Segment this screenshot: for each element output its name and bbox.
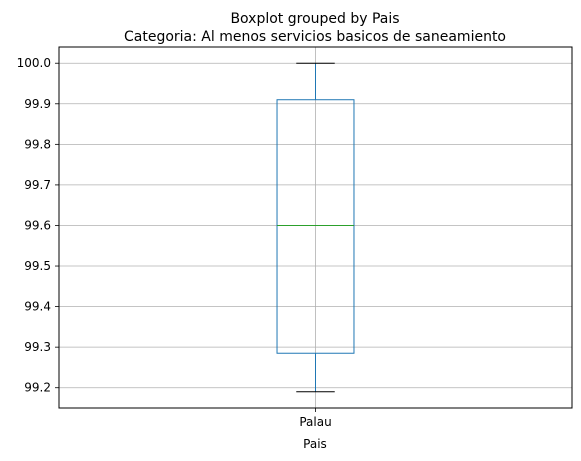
box-iqr — [276, 99, 355, 354]
y-tick-label: 99.4 — [24, 300, 51, 314]
chart-title: Categoria: Al menos servicios basicos de… — [124, 29, 506, 45]
x-axis-label: Pais — [303, 437, 327, 451]
y-tick-label: 99.7 — [24, 178, 51, 192]
box-layer — [276, 62, 355, 393]
y-tick-label: 99.5 — [24, 259, 51, 273]
y-tick-label: 99.9 — [24, 97, 51, 111]
y-tick-label: 99.3 — [24, 340, 51, 354]
y-tick-label: 99.2 — [24, 381, 51, 395]
chart-suptitle: Boxplot grouped by Pais — [230, 11, 399, 27]
y-tick-label: 100.0 — [17, 56, 51, 70]
y-tick-label: 99.8 — [24, 137, 51, 151]
tick-layer: 99.2 99.3 99.4 99.5 99.6 99.7 99.8 99.9 100.0 Pal… — [17, 56, 332, 429]
y-tick-label: 99.6 — [24, 218, 51, 232]
x-tick-label: Palau — [299, 415, 331, 429]
